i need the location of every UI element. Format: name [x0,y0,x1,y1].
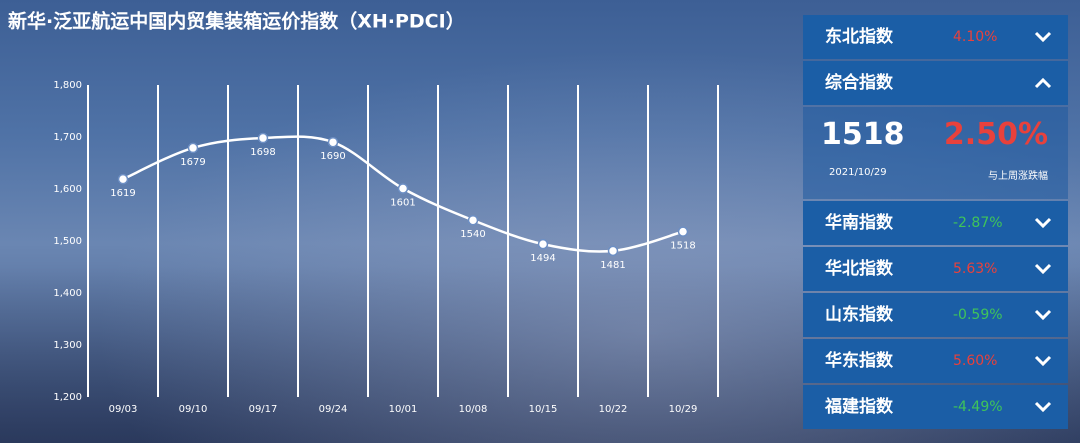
chevron-line [1034,401,1052,413]
y-tick-label: 1,600 [53,184,82,195]
x-tick-label: 09/24 [319,404,348,415]
index-change: 2.50% [943,117,1048,152]
index-name: 东北指数 [825,27,893,47]
change-caption: 与上周涨跌幅 [988,171,1048,182]
chevron[interactable] [1034,216,1052,230]
x-tick-label: 10/22 [599,404,628,415]
y-tick-label: 1,500 [53,236,82,247]
x-tick-label: 10/15 [529,404,558,415]
chevron-line [1034,77,1052,89]
chevron-line [1034,309,1052,321]
x-tick-label: 10/08 [459,404,488,415]
data-label: 1481 [600,260,625,271]
index-change: 5.60% [953,353,998,369]
point [117,173,129,185]
chart: 新华·泛亚航运中国内贸集装箱运价指数（XH·PDCI） 1,200 1,300 1,… [8,10,698,415]
data-label: 1518 [670,241,695,252]
point [327,136,339,148]
point [467,214,479,226]
chevron-line [1034,355,1052,367]
index-name: 华北指数 [825,259,893,279]
index-name: 华东指数 [825,351,893,371]
line [122,135,684,253]
data-label: 1698 [250,147,275,158]
index-date: 2021/10/29 [829,167,887,178]
chevron[interactable] [1034,30,1052,44]
y-tick-label: 1,800 [53,80,82,91]
x-tick-label: 09/03 [109,404,138,415]
x-tick-label: 09/10 [179,404,208,415]
data-label: 1619 [110,188,135,199]
data-label: 1540 [460,229,485,240]
index-row[interactable]: 山东指数 -0.59% [803,293,1068,337]
index-row[interactable]: 福建指数 -4.49% [803,385,1068,429]
index-name: 综合指数 [825,73,893,93]
chevron-line [1034,31,1052,43]
chevron[interactable] [1034,262,1052,276]
index-row[interactable]: 综合指数 [803,61,1068,105]
index-name: 山东指数 [825,305,893,325]
chart-title: 新华·泛亚航运中国内贸集装箱运价指数（XH·PDCI） [8,10,465,33]
point [537,238,549,250]
point [397,183,409,194]
index-change: -0.59% [953,307,1003,323]
chevron[interactable] [1034,76,1052,90]
y-tick-label: 1,300 [53,340,82,351]
chevron-line [1034,263,1052,275]
index-panel: 东北指数 4.10% 综合指数 1518 2.50% 2021/10/29 与上周涨跌幅华南… [803,15,1068,431]
index-value: 1518 [821,117,905,152]
index-change: -4.49% [953,399,1003,415]
y-tick-label: 1,700 [53,132,82,143]
x-tick-label: 10/29 [669,404,698,415]
index-change: -2.87% [953,215,1003,231]
data-label: 1690 [320,151,345,162]
point [257,132,269,144]
index-name: 华南指数 [825,213,893,233]
index-detail: 1518 2.50% 2021/10/29 与上周涨跌幅 [803,107,1068,199]
data-label: 1494 [530,253,555,264]
data-label: 1679 [180,157,205,168]
index-change: 4.10% [953,29,998,45]
index-row[interactable]: 华南指数 -2.87% [803,201,1068,245]
point [677,226,689,237]
index-row[interactable]: 华东指数 5.60% [803,339,1068,383]
index-name: 福建指数 [825,397,893,417]
x-tick-label: 10/01 [389,404,418,415]
chevron[interactable] [1034,400,1052,414]
y-tick-label: 1,400 [53,288,82,299]
x-tick-label: 09/17 [249,404,278,415]
chevron[interactable] [1034,308,1052,322]
index-row[interactable]: 华北指数 5.63% [803,247,1068,291]
data-label: 1601 [390,197,415,208]
point [187,142,199,154]
point [607,245,619,257]
chevron[interactable] [1034,354,1052,368]
chevron-line [1034,217,1052,229]
index-row[interactable]: 东北指数 4.10% [803,15,1068,59]
y-tick-label: 1,200 [53,392,82,403]
index-change: 5.63% [953,261,998,277]
